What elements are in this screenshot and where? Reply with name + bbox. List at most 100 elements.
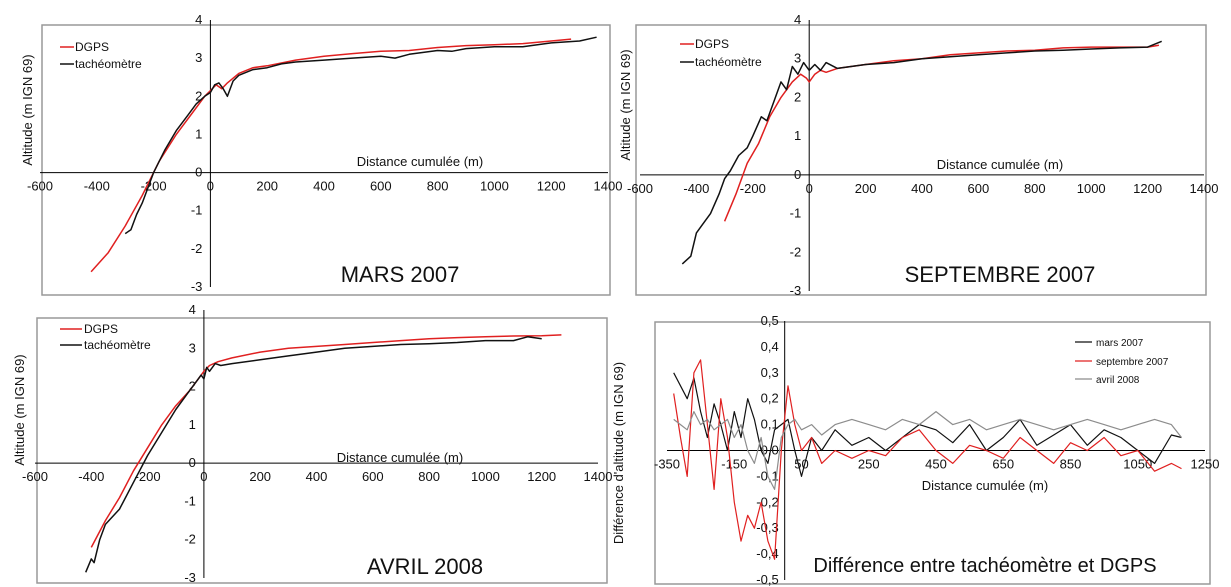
series-line-dgps [90, 334, 562, 548]
x-tick-label: -600 [627, 181, 653, 196]
x-tick-label: 650 [992, 457, 1014, 472]
y-tick-label: -3 [184, 570, 196, 585]
x-tick-label: 850 [1060, 457, 1082, 472]
y-tick-label: -2 [184, 532, 196, 547]
y-tick-label: 0,0 [761, 443, 779, 458]
y-tick-label: 0,2 [761, 391, 779, 406]
y-tick-label: 0 [794, 167, 801, 182]
legend-label-tacheometre: tachéomètre [695, 55, 762, 69]
chart-panel-avril: -600 -400 -200 0 200 400 600 800 1000 1200 1400 -3… [12, 302, 612, 585]
series-line-avril-2008 [673, 411, 1182, 490]
y-tick-label: 0,4 [761, 339, 779, 354]
y-tick-label: 0,1 [761, 417, 779, 432]
legend-label-avril: avril 2008 [1096, 375, 1140, 386]
x-tick-label: 1400 [1190, 181, 1219, 196]
x-tick-label: 800 [427, 179, 449, 194]
x-tick-label: 400 [911, 181, 933, 196]
legend: DGPS tachéomètre [60, 322, 151, 352]
legend: mars 2007 septembre 2007 avril 2008 [1075, 338, 1169, 386]
y-tick-label: 0,3 [761, 365, 779, 380]
y-tick-label: 0,5 [761, 313, 779, 328]
series-line-tach-om-tre [85, 336, 542, 573]
x-tick-labels: -600 -400 -200 0 200 400 600 800 1000 1200 1400 [627, 181, 1218, 196]
legend: DGPS tachéomètre [680, 37, 762, 69]
series-line-dgps [723, 44, 1160, 222]
legend-label-tacheometre: tachéomètre [84, 338, 151, 352]
panel-title: Différence entre tachéomètre et DGPS [813, 555, 1156, 577]
panel-title: MARS 2007 [341, 262, 460, 287]
y-tick-label: 4 [195, 12, 202, 27]
x-tick-label: 1200 [1133, 181, 1162, 196]
legend-label-mars: mars 2007 [1096, 338, 1144, 349]
x-tick-label: 0 [207, 179, 214, 194]
series-lines [673, 359, 1182, 560]
panel-title: AVRIL 2008 [367, 554, 483, 579]
y-tick-label: -1 [790, 206, 802, 221]
y-tick-label: -2 [790, 244, 802, 259]
x-tick-label: -400 [84, 179, 110, 194]
y-tick-label: 1 [794, 128, 801, 143]
x-tick-label: 0 [200, 469, 207, 484]
panel-frame [654, 321, 1211, 585]
y-tick-label: 0 [195, 165, 202, 180]
y-tick-label: -0,4 [756, 546, 778, 561]
legend-label-dgps: DGPS [695, 37, 729, 51]
y-tick-label: 3 [195, 50, 202, 65]
y-tick-label: 3 [794, 51, 801, 66]
y-tick-label: -3 [191, 279, 203, 294]
x-tick-label: 800 [418, 469, 440, 484]
x-tick-label: 600 [370, 179, 392, 194]
x-tick-label: 200 [256, 179, 278, 194]
x-axis-title: Distance cumulée (m) [922, 478, 1048, 493]
x-tick-label: 0 [806, 181, 813, 196]
series-line-tach-om-tre [124, 36, 597, 235]
x-tick-label: -150 [721, 457, 747, 472]
x-tick-label: -400 [78, 469, 104, 484]
x-tick-label: 1000 [471, 469, 500, 484]
legend: DGPS tachéomètre [60, 40, 142, 71]
series-lines [90, 36, 597, 273]
chart-panel-septembre: -600 -400 -200 0 200 400 600 800 1000 1200 1400 -3… [618, 12, 1218, 298]
x-tick-label: 200 [855, 181, 877, 196]
panel-title: SEPTEMBRE 2007 [905, 262, 1096, 287]
x-tick-label: 1400 [594, 179, 623, 194]
series-line-mars-2007 [673, 372, 1182, 477]
y-tick-label: -0,5 [756, 572, 778, 587]
y-tick-labels: -0,5-0,4-0,3-0,2-0,10,00,10,20,30,40,5 [756, 313, 778, 587]
x-tick-label: 450 [925, 457, 947, 472]
series-lines [85, 334, 562, 573]
y-tick-label: -2 [191, 241, 203, 256]
y-tick-label: -1 [184, 493, 196, 508]
x-tick-label: 1000 [480, 179, 509, 194]
x-tick-label: 600 [362, 469, 384, 484]
x-tick-label: -200 [135, 469, 161, 484]
x-tick-label: 800 [1024, 181, 1046, 196]
x-tick-label: 1200 [537, 179, 566, 194]
y-tick-label: 2 [195, 88, 202, 103]
y-axis-title: Altitude (m IGN 69) [20, 54, 35, 165]
x-tick-label: -400 [683, 181, 709, 196]
y-tick-label: 1 [195, 126, 202, 141]
y-tick-label: 2 [794, 89, 801, 104]
x-tick-label: 400 [313, 179, 335, 194]
y-tick-label: 3 [189, 340, 196, 355]
panel-frame [41, 24, 611, 296]
y-tick-label: -0,3 [756, 520, 778, 535]
panel-frame [36, 317, 608, 584]
x-tick-label: 1250 [1191, 457, 1220, 472]
y-tick-label: 4 [189, 302, 196, 317]
y-tick-label: 0 [189, 455, 196, 470]
x-axis-title: Distance cumulée (m) [937, 157, 1063, 172]
legend-label-dgps: DGPS [75, 40, 109, 54]
x-tick-label: 1200 [527, 469, 556, 484]
y-axis-title: Altitude (m IGN 69) [618, 49, 633, 160]
x-tick-label: 1000 [1077, 181, 1106, 196]
x-tick-label: 250 [858, 457, 880, 472]
series-lines [681, 40, 1162, 265]
x-tick-labels: -350 -150 50 250 450 650 850 1050 1250 [654, 457, 1219, 472]
y-axis-title: Altitude (m IGN 69) [12, 354, 27, 465]
